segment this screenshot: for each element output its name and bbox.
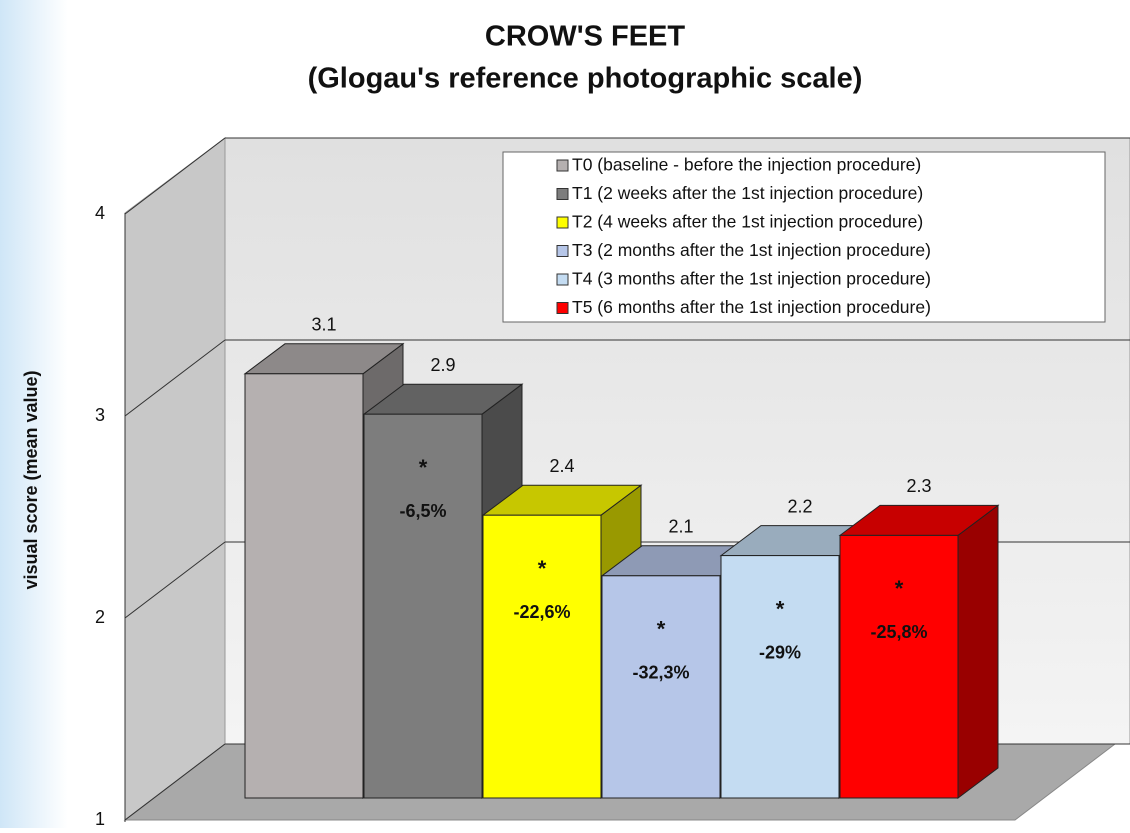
- data-label: 2.4: [549, 456, 574, 476]
- legend: [502, 151, 1106, 323]
- legend-swatch: [556, 245, 569, 257]
- grid-line: [124, 541, 226, 619]
- data-label: 2.2: [787, 496, 812, 516]
- legend-swatch: [556, 302, 569, 314]
- data-label: 2.9: [430, 355, 455, 375]
- data-label: 2.1: [668, 517, 693, 537]
- side-wall: [124, 137, 226, 822]
- change-label: -22,6%: [513, 602, 570, 622]
- bar: [482, 514, 602, 799]
- bar: [839, 534, 959, 799]
- legend-label: T5 (6 months after the 1st injection pro…: [572, 297, 931, 317]
- significance-mark: *: [657, 617, 666, 642]
- chart-title: CROW'S FEET: [485, 21, 686, 53]
- y-tick-label: 2: [95, 607, 105, 627]
- bar: [601, 575, 721, 799]
- change-label: -25,8%: [870, 622, 927, 642]
- grid-line: [124, 339, 226, 417]
- significance-mark: *: [538, 556, 547, 581]
- data-label: 2.3: [906, 476, 931, 496]
- significance-mark: *: [776, 596, 785, 621]
- change-label: -32,3%: [632, 663, 689, 683]
- legend-label: T4 (3 months after the 1st injection pro…: [572, 269, 931, 289]
- legend-label: T0 (baseline - before the injection proc…: [572, 155, 921, 175]
- significance-mark: *: [419, 455, 428, 480]
- bar: [720, 555, 840, 799]
- legend-swatch: [556, 216, 569, 229]
- significance-mark: *: [895, 576, 904, 601]
- legend-swatch: [556, 159, 569, 172]
- grid-line: [124, 743, 226, 821]
- y-tick-label: 1: [95, 809, 105, 828]
- legend-label: T1 (2 weeks after the 1st injection proc…: [572, 183, 923, 203]
- legend-swatch: [556, 188, 569, 200]
- bar-side: [957, 504, 999, 799]
- y-tick-label: 3: [95, 405, 105, 425]
- y-axis-label: visual score (mean value): [21, 370, 41, 589]
- bar: [244, 373, 364, 799]
- legend-label: T3 (2 months after the 1st injection pro…: [572, 240, 931, 260]
- change-label: -29%: [759, 642, 801, 662]
- bar: [363, 413, 483, 799]
- y-tick-label: 4: [95, 203, 105, 223]
- change-label: -6,5%: [399, 501, 446, 521]
- data-label: 3.1: [311, 315, 336, 335]
- chart-subtitle: (Glogau's reference photographic scale): [308, 63, 863, 95]
- legend-swatch: [556, 273, 569, 286]
- legend-label: T2 (4 weeks after the 1st injection proc…: [572, 212, 923, 232]
- grid-line: [124, 137, 226, 215]
